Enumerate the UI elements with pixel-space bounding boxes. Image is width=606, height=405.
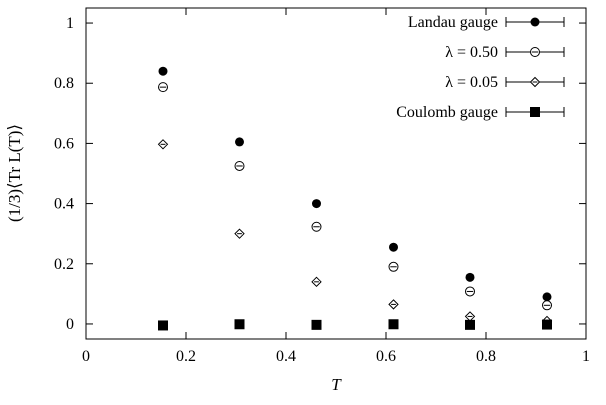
legend: Landau gauge λ = 0.50 λ = 0.05 Coulomb gaug… [396,14,565,121]
y-tick-label: 0.8 [54,75,74,92]
legend-label: λ = 0.50 [445,44,498,61]
data-point [465,272,475,282]
x-tick-label: 0.8 [476,348,496,365]
legend-entry: Coulomb gauge [396,104,565,121]
data-point [542,319,552,330]
x-tick-label: 0.6 [376,348,396,365]
y-axis: 0 0.2 0.4 0.6 0.8 1 [54,15,586,333]
series-3 [158,139,552,326]
data-point [158,82,168,93]
y-axis-label: (1/3)⟨Tr L(T)⟩ [5,124,24,222]
x-tick-label: 0.2 [176,348,196,365]
x-axis-label: T [331,375,342,394]
y-tick-label: 0.2 [54,256,74,273]
data-point [388,319,399,330]
data-point [234,160,245,171]
data-point [311,319,322,330]
legend-entry: λ = 0.05 [445,74,565,91]
legend-marker [530,47,540,57]
x-axis: 0 0.2 0.4 0.6 0.8 1 [82,8,590,365]
legend-label: λ = 0.05 [445,74,498,91]
data-point [388,261,399,272]
series-1 [158,66,552,302]
data-point [158,320,168,331]
legend-entry: Landau gauge [408,14,565,31]
legend-marker [530,77,540,87]
data-point [388,299,399,310]
data-point [465,286,475,297]
y-tick-label: 0.4 [54,196,74,213]
data-point [542,292,552,302]
legend-label: Coulomb gauge [396,104,498,121]
y-tick-label: 0.6 [54,135,74,152]
x-tick-label: 1 [582,348,590,365]
data-point [234,319,245,330]
plot-frame [85,7,587,340]
y-tick-label: 1 [66,15,74,32]
data-point [158,66,168,76]
data-point [542,300,552,311]
legend-marker [530,17,540,27]
legend-label: Landau gauge [408,14,498,31]
x-tick-label: 0.4 [276,348,296,365]
data-point [465,319,475,330]
data-point [158,139,168,150]
data-point [311,221,322,232]
data-point [389,242,398,252]
data-point [311,276,322,287]
legend-marker [530,107,540,117]
data-point [235,137,244,147]
legend-entry: λ = 0.50 [445,44,565,61]
data-point [465,311,475,322]
data-point [312,199,321,209]
y-tick-label: 0 [66,316,74,333]
series-4 [158,319,552,331]
data-point [234,228,245,239]
x-tick-label: 0 [82,348,90,365]
